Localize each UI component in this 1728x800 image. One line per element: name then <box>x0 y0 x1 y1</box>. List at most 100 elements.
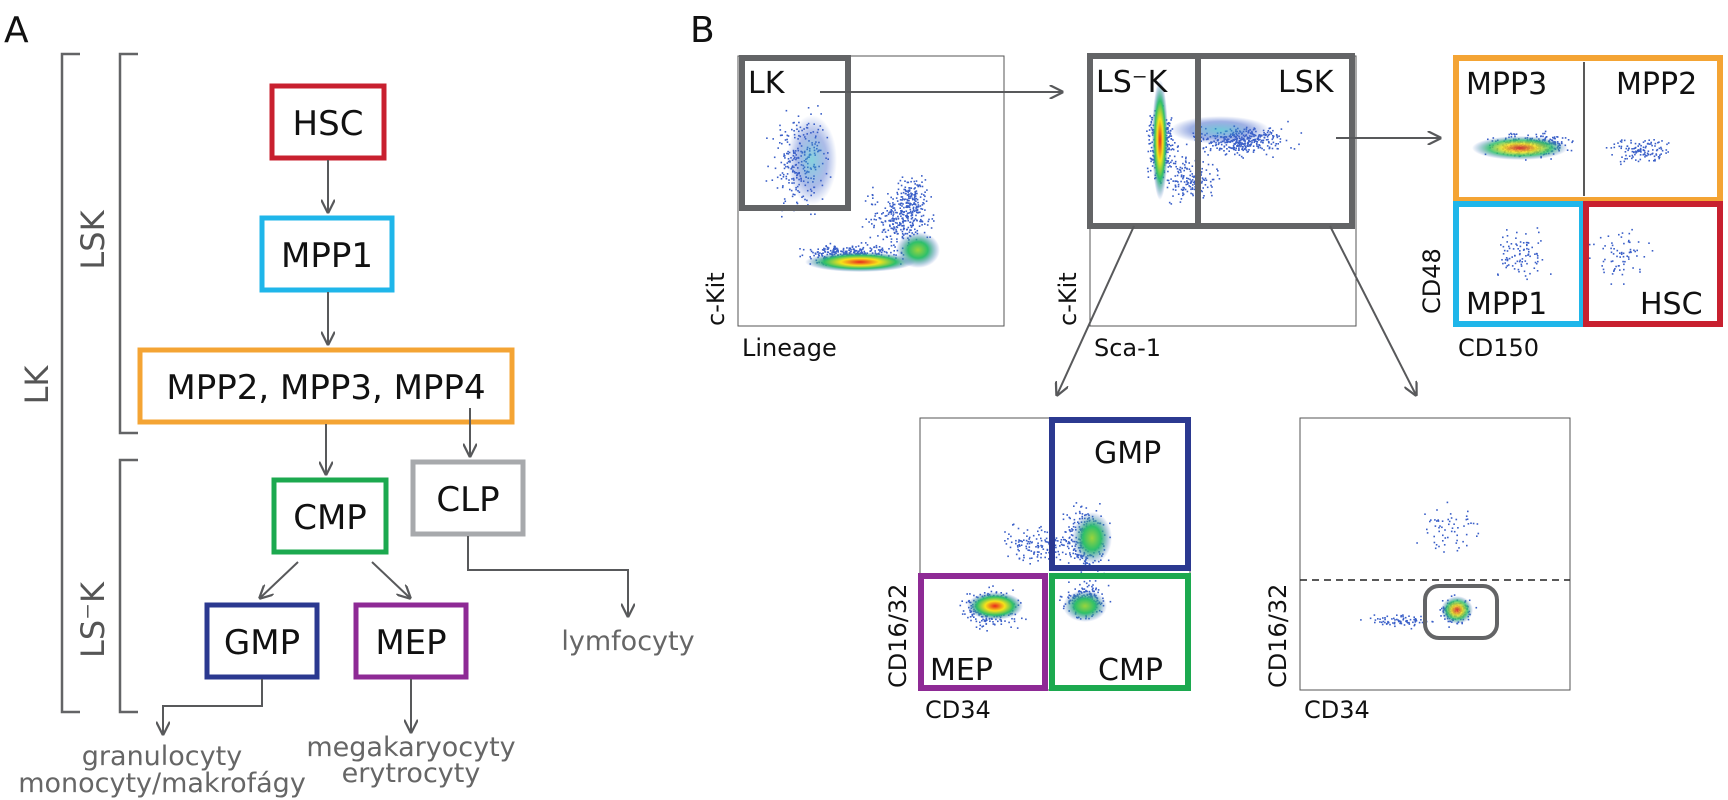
event-dot <box>892 198 894 200</box>
event-dot <box>1272 141 1275 144</box>
event-dot <box>833 251 835 254</box>
event-dot <box>1646 152 1649 155</box>
event-dot <box>1620 147 1622 150</box>
event-dot <box>1518 270 1520 273</box>
event-dot <box>1443 551 1445 553</box>
event-dot <box>1042 548 1045 550</box>
event-dot <box>1175 165 1177 168</box>
event-dot <box>827 251 830 254</box>
event-dot <box>1261 147 1263 150</box>
event-dot <box>1071 530 1073 532</box>
event-dot <box>899 223 901 226</box>
event-dot <box>1646 155 1648 157</box>
event-dot <box>1174 175 1177 177</box>
event-dot <box>926 224 929 226</box>
event-dot <box>983 620 986 622</box>
event-dot <box>913 198 915 200</box>
event-dot <box>1217 170 1219 172</box>
event-dot <box>902 218 904 221</box>
gate-lsk <box>1195 53 1355 229</box>
event-dot <box>1638 143 1641 145</box>
event-dot <box>842 247 845 250</box>
event-dot <box>918 184 920 186</box>
event-dot <box>1410 627 1413 630</box>
event-dot <box>902 221 904 224</box>
event-dot <box>1095 588 1097 591</box>
event-dot <box>908 187 910 189</box>
event-dot <box>781 134 783 136</box>
event-dot <box>1465 515 1468 517</box>
event-dot <box>924 195 926 198</box>
event-dot <box>901 210 904 213</box>
event-dot <box>1437 519 1439 521</box>
event-dot <box>1169 135 1171 137</box>
gate-mpp-orange <box>1453 55 1723 203</box>
event-dot <box>894 209 896 211</box>
event-dot <box>1220 148 1223 150</box>
event-dot <box>914 195 917 197</box>
event-dot <box>921 185 924 188</box>
event-dot <box>1624 151 1627 153</box>
event-dot <box>1020 540 1022 542</box>
event-dot <box>1179 201 1182 203</box>
event-dot <box>1097 589 1100 591</box>
event-dot <box>1073 505 1075 507</box>
event-dot <box>1287 120 1289 123</box>
event-dot <box>1081 587 1083 590</box>
event-dot <box>1018 544 1020 546</box>
event-dot <box>1617 265 1620 267</box>
event-dot <box>1170 203 1173 205</box>
event-dot <box>904 198 906 200</box>
event-dot <box>1413 618 1415 621</box>
event-dot <box>1527 134 1529 137</box>
event-dot <box>1170 166 1172 168</box>
event-dot <box>1170 117 1173 119</box>
event-dot <box>1618 233 1620 236</box>
event-dot <box>1633 249 1635 252</box>
event-dot <box>1149 169 1152 172</box>
event-dot <box>1508 133 1511 136</box>
event-dot <box>911 211 914 214</box>
event-dot <box>785 109 788 112</box>
event-dot <box>900 223 902 225</box>
event-dot <box>773 156 776 159</box>
event-dot <box>1073 518 1076 521</box>
event-dot <box>834 251 837 254</box>
event-dot <box>885 251 888 253</box>
event-dot <box>1191 188 1194 190</box>
event-dot <box>984 620 987 623</box>
event-dot <box>1060 539 1063 541</box>
event-dot <box>1268 146 1271 149</box>
event-dot <box>986 630 988 632</box>
event-dot <box>797 115 800 117</box>
event-dot <box>895 231 898 233</box>
event-dot <box>901 196 904 198</box>
event-dot <box>1637 241 1640 243</box>
event-dot <box>1622 260 1624 263</box>
plot-sca-density-core <box>1152 80 1168 200</box>
event-dot <box>926 189 928 191</box>
event-dot <box>1602 247 1604 250</box>
event-dot <box>1589 257 1591 259</box>
event-dot <box>1185 156 1187 159</box>
event-dot <box>1247 145 1249 147</box>
event-dot <box>1047 541 1049 544</box>
event-dot <box>1201 190 1203 193</box>
event-dot <box>1225 144 1228 146</box>
event-dot <box>917 185 920 188</box>
event-dot <box>1413 616 1415 618</box>
event-dot <box>1188 185 1190 187</box>
event-dot <box>914 195 916 198</box>
event-dot <box>1251 141 1253 144</box>
event-dot <box>1186 190 1189 193</box>
event-dot <box>1537 260 1539 263</box>
event-dot <box>1044 531 1046 533</box>
event-dot <box>780 178 783 180</box>
event-dot <box>1497 274 1499 276</box>
event-dot <box>1654 142 1657 145</box>
event-dot <box>1506 229 1508 231</box>
event-dot <box>1415 619 1417 621</box>
event-dot <box>915 219 918 221</box>
event-dot <box>1611 154 1613 156</box>
